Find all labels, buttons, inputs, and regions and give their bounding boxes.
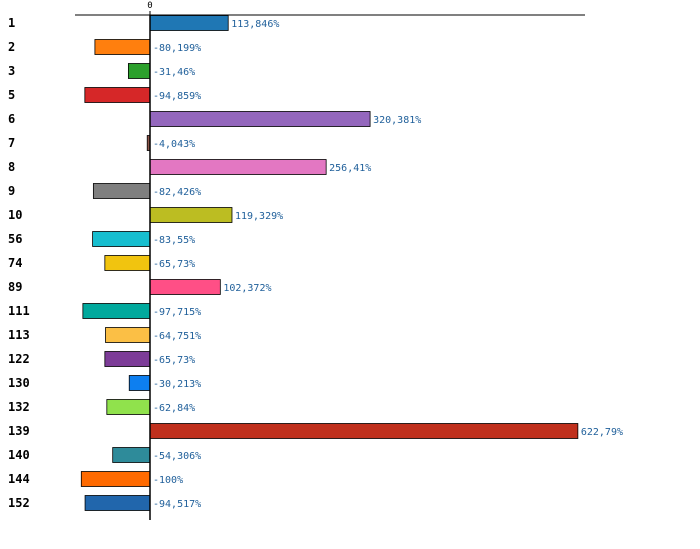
value-label: 256,41% xyxy=(329,163,371,174)
category-label: 8 xyxy=(8,160,15,174)
category-label: 111 xyxy=(8,304,30,318)
bar xyxy=(104,351,151,367)
bar xyxy=(149,279,221,295)
value-label: -65,73% xyxy=(153,259,195,270)
value-label: -83,55% xyxy=(153,235,195,246)
value-label: -4,043% xyxy=(153,139,195,150)
value-label: 119,329% xyxy=(235,211,283,222)
category-label: 74 xyxy=(8,256,22,270)
category-label: 10 xyxy=(8,208,22,222)
bar xyxy=(84,495,151,511)
category-label: 113 xyxy=(8,328,30,342)
bar xyxy=(149,15,229,31)
category-label: 140 xyxy=(8,448,30,462)
category-label: 56 xyxy=(8,232,22,246)
category-label: 139 xyxy=(8,424,30,438)
value-label: -94,517% xyxy=(153,499,201,510)
bar xyxy=(149,111,371,127)
value-label: -54,306% xyxy=(153,451,201,462)
category-label: 7 xyxy=(8,136,15,150)
value-label: 102,372% xyxy=(223,283,271,294)
bar xyxy=(105,327,151,343)
value-label: -62,84% xyxy=(153,403,195,414)
value-label: 320,381% xyxy=(373,115,421,126)
value-label: -82,426% xyxy=(153,187,201,198)
category-label: 5 xyxy=(8,88,15,102)
category-label: 122 xyxy=(8,352,30,366)
value-label: -64,751% xyxy=(153,331,201,342)
bar xyxy=(127,63,151,79)
value-label: -31,46% xyxy=(153,67,195,78)
bar xyxy=(92,231,151,247)
bar xyxy=(84,87,151,103)
value-label: 622,79% xyxy=(581,427,623,438)
bar xyxy=(94,39,151,55)
bar xyxy=(128,375,151,391)
bar xyxy=(149,207,233,223)
category-label: 1 xyxy=(8,16,15,30)
zero-tick-label: 0 xyxy=(147,1,152,11)
category-label: 9 xyxy=(8,184,15,198)
value-label: -94,859% xyxy=(153,91,201,102)
category-label: 152 xyxy=(8,496,30,510)
value-label: -100% xyxy=(153,475,183,486)
bar xyxy=(112,447,151,463)
bar xyxy=(106,399,151,415)
value-label: -30,213% xyxy=(153,379,201,390)
bar xyxy=(82,303,151,319)
bar xyxy=(80,471,151,487)
value-label: -97,715% xyxy=(153,307,201,318)
value-label: 113,846% xyxy=(231,19,279,30)
category-label: 132 xyxy=(8,400,30,414)
category-label: 6 xyxy=(8,112,15,126)
category-label: 130 xyxy=(8,376,30,390)
value-label: -80,199% xyxy=(153,43,201,54)
bar xyxy=(149,159,327,175)
bar xyxy=(149,423,579,439)
bar xyxy=(92,183,151,199)
category-label: 89 xyxy=(8,280,22,294)
bar xyxy=(104,255,151,271)
category-label: 2 xyxy=(8,40,15,54)
category-label: 3 xyxy=(8,64,15,78)
category-label: 144 xyxy=(8,472,30,486)
value-label: -65,73% xyxy=(153,355,195,366)
